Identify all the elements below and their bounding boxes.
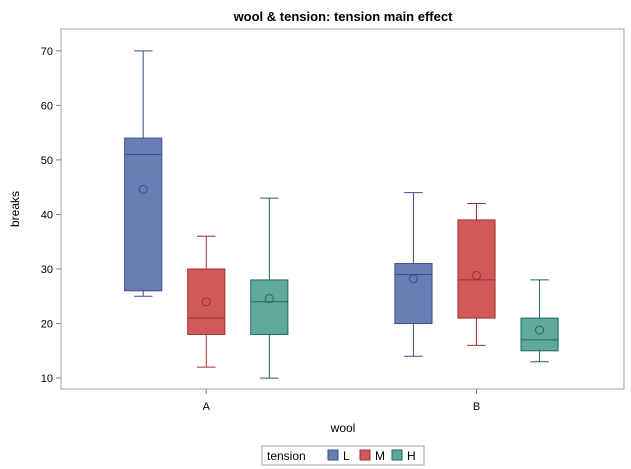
legend-swatch-L	[327, 449, 339, 461]
x-tick-label: B	[473, 401, 480, 413]
box-iqr	[187, 268, 226, 335]
legend: tension L M H	[261, 445, 425, 466]
mean-marker	[408, 274, 418, 284]
y-tick-label: 40	[41, 209, 53, 221]
x-axis-label: wool	[330, 421, 356, 435]
y-tick-label: 50	[41, 155, 53, 167]
y-axis-label: breaks	[8, 191, 22, 227]
legend-label-L: L	[343, 449, 350, 463]
box-plots	[124, 50, 559, 379]
y-tick-label: 20	[41, 319, 53, 331]
y-tick-label: 70	[41, 46, 53, 58]
legend-swatch-H	[391, 449, 403, 461]
mean-marker	[535, 325, 545, 335]
box-H-B	[520, 279, 559, 363]
box-H-A	[250, 197, 289, 379]
mean-marker	[138, 184, 148, 194]
legend-frame	[261, 445, 425, 466]
legend-label-H: H	[407, 449, 416, 463]
box-M-B	[457, 203, 496, 346]
box-L-A	[124, 50, 163, 297]
box-M-A	[187, 235, 226, 368]
chart-title: wool & tension: tension main effect	[233, 9, 454, 24]
box-iqr	[250, 279, 289, 335]
y-axis: 10 20 30 40 50 60 70	[41, 46, 61, 385]
mean-marker	[264, 293, 274, 303]
x-tick-label: A	[203, 401, 211, 413]
legend-title: tension	[267, 449, 306, 463]
mean-marker	[471, 271, 481, 281]
box-iqr	[457, 219, 496, 319]
box-L-B	[394, 192, 433, 357]
y-tick-label: 30	[41, 264, 53, 276]
legend-label-M: M	[375, 449, 385, 463]
y-tick-label: 10	[41, 373, 53, 385]
box-iqr	[124, 137, 163, 292]
y-tick-label: 60	[41, 100, 53, 112]
legend-swatch-M	[359, 449, 371, 461]
mean-marker	[201, 297, 211, 307]
box-iqr	[394, 263, 433, 325]
